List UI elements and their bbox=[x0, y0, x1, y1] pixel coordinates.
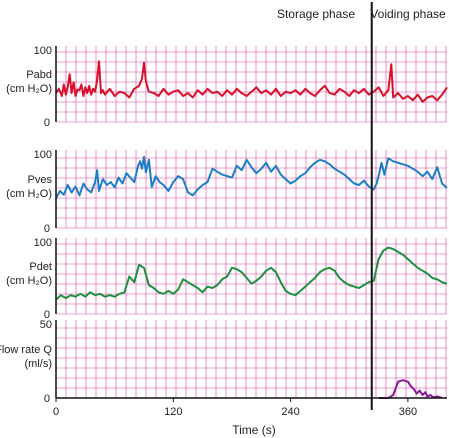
panel-label: (ml/s) bbox=[25, 358, 53, 370]
series-line bbox=[378, 379, 443, 399]
panel-label: Flow rate Q bbox=[0, 344, 52, 356]
panel-label: (cm H₂O) bbox=[6, 188, 52, 200]
series-line bbox=[55, 60, 448, 103]
series-line bbox=[55, 246, 448, 301]
series-line bbox=[55, 155, 448, 199]
storage-phase-label: Storage phase bbox=[277, 7, 355, 21]
y-tick-label: 0 bbox=[44, 223, 50, 235]
x-tick-label: 360 bbox=[399, 406, 417, 418]
axis-layer: 100 0 Pabd (cm H₂O) 100 0 Pves (cm H₂O) 100 0 Pdet… bbox=[0, 45, 447, 418]
panel-label: Pdet bbox=[29, 261, 52, 273]
voiding-phase-label: Voiding phase bbox=[370, 7, 446, 21]
y-tick-label: 100 bbox=[34, 237, 52, 249]
y-tick-label: 0 bbox=[44, 393, 50, 405]
x-tick-label: 240 bbox=[281, 406, 299, 418]
y-tick-label: 0 bbox=[44, 309, 50, 321]
y-tick-label: 0 bbox=[44, 117, 50, 129]
y-tick-label: 50 bbox=[40, 319, 52, 331]
grid-layer bbox=[55, 46, 447, 399]
x-axis-label: Time (s) bbox=[232, 423, 276, 437]
y-tick-label: 100 bbox=[34, 149, 52, 161]
panel-label: (cm H₂O) bbox=[6, 83, 52, 95]
panel-label: Pves bbox=[28, 174, 53, 186]
series-layer bbox=[55, 60, 448, 399]
x-tick-label: 120 bbox=[164, 406, 182, 418]
x-tick-label: 0 bbox=[53, 406, 59, 418]
panel-label: Pabd bbox=[26, 69, 52, 81]
y-tick-label: 100 bbox=[34, 45, 52, 57]
panel-label: (cm H₂O) bbox=[6, 275, 52, 287]
